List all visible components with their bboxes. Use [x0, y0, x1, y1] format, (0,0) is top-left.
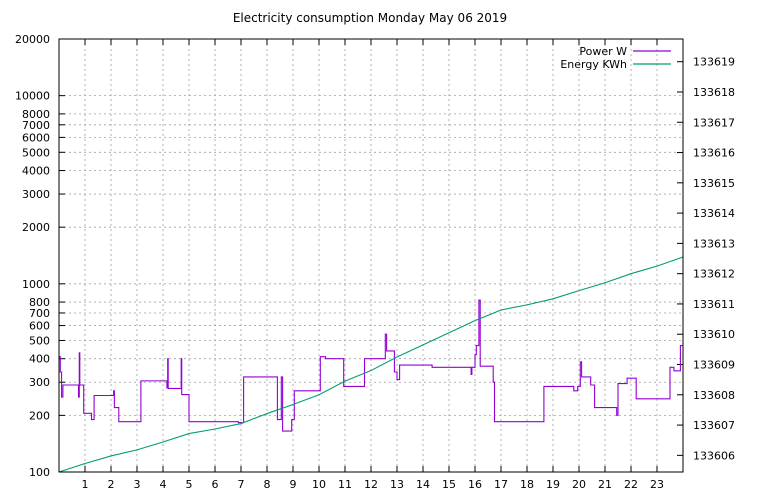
- y-left-tick-label: 400: [29, 353, 50, 366]
- x-tick-label: 20: [572, 478, 586, 491]
- x-tick-label: 22: [624, 478, 638, 491]
- y-left-tick-label: 200: [29, 409, 50, 422]
- grid-lines: [59, 39, 683, 472]
- x-tick-label: 3: [134, 478, 141, 491]
- y-left-tick-label: 300: [29, 376, 50, 389]
- x-tick-label: 7: [238, 478, 245, 491]
- series-line-power: [59, 299, 683, 432]
- x-tick-label: 23: [650, 478, 664, 491]
- y-right-tick-label: 133610: [693, 328, 735, 341]
- y-right-tick-label: 133618: [693, 86, 735, 99]
- y-right-tick-label: 133607: [693, 419, 735, 432]
- y-right-tick-label: 133611: [693, 298, 735, 311]
- y-left-tick-label: 2000: [22, 221, 50, 234]
- series-line-energy: [58, 256, 684, 473]
- x-tick-label: 11: [338, 478, 352, 491]
- x-tick-label: 8: [264, 478, 271, 491]
- x-tick-label: 2: [108, 478, 115, 491]
- y-right-tick-label: 133619: [693, 56, 735, 69]
- x-tick-label: 1: [82, 478, 89, 491]
- legend-label-power: Power W: [579, 45, 627, 58]
- y-left-tick-label: 800: [29, 296, 50, 309]
- x-ticks: 1 2 3 4 5 6 7 8 9 10 11 12 13 14 15 16 17 18 19 20 21 22 23: [82, 39, 664, 491]
- x-tick-label: 10: [312, 478, 326, 491]
- y-left-tick-label: 4000: [22, 165, 50, 178]
- x-tick-label: 4: [160, 478, 167, 491]
- x-tick-label: 6: [212, 478, 219, 491]
- y-left-tick-label: 8000: [22, 108, 50, 121]
- x-tick-label: 13: [390, 478, 404, 491]
- y-left-tick-label: 20000: [15, 33, 50, 46]
- chart-title: Electricity consumption Monday May 06 20…: [233, 11, 507, 25]
- y-left-tick-label: 10000: [15, 90, 50, 103]
- y-right-tick-label: 133609: [693, 359, 735, 372]
- y-right-tick-label: 133612: [693, 268, 735, 281]
- y-right-ticks: 133606 133607 133608 133609 133610 133611 1336…: [677, 56, 735, 462]
- y-right-tick-label: 133617: [693, 116, 735, 129]
- y-right-tick-label: 133614: [693, 207, 735, 220]
- plot-frame: [58, 38, 684, 473]
- y-left-tick-label: 1000: [22, 278, 50, 291]
- x-tick-label: 12: [364, 478, 378, 491]
- x-tick-label: 9: [290, 478, 297, 491]
- y-right-tick-label: 133608: [693, 389, 735, 402]
- y-right-tick-label: 133606: [693, 449, 735, 462]
- legend-label-energy: Energy KWh: [560, 58, 627, 71]
- x-tick-label: 21: [598, 478, 612, 491]
- y-left-tick-label: 7000: [22, 119, 50, 132]
- y-left-tick-label: 6000: [22, 131, 50, 144]
- x-tick-label: 18: [520, 478, 534, 491]
- series-lines: [58, 256, 684, 473]
- x-tick-label: 15: [442, 478, 456, 491]
- y-left-tick-label: 500: [29, 334, 50, 347]
- x-tick-label: 16: [468, 478, 482, 491]
- legend: Power W Energy KWh: [560, 45, 671, 71]
- y-left-tick-label: 5000: [22, 146, 50, 159]
- x-tick-label: 19: [546, 478, 560, 491]
- x-tick-label: 14: [416, 478, 430, 491]
- y-left-tick-label: 600: [29, 320, 50, 333]
- y-left-tick-label: 100: [29, 466, 50, 479]
- y-right-tick-label: 133615: [693, 177, 735, 190]
- y-left-tick-label: 3000: [22, 188, 50, 201]
- y-right-tick-label: 133613: [693, 237, 735, 250]
- y-right-tick-label: 133616: [693, 147, 735, 160]
- x-tick-label: 17: [494, 478, 508, 491]
- y-left-tick-label: 700: [29, 307, 50, 320]
- x-tick-label: 5: [186, 478, 193, 491]
